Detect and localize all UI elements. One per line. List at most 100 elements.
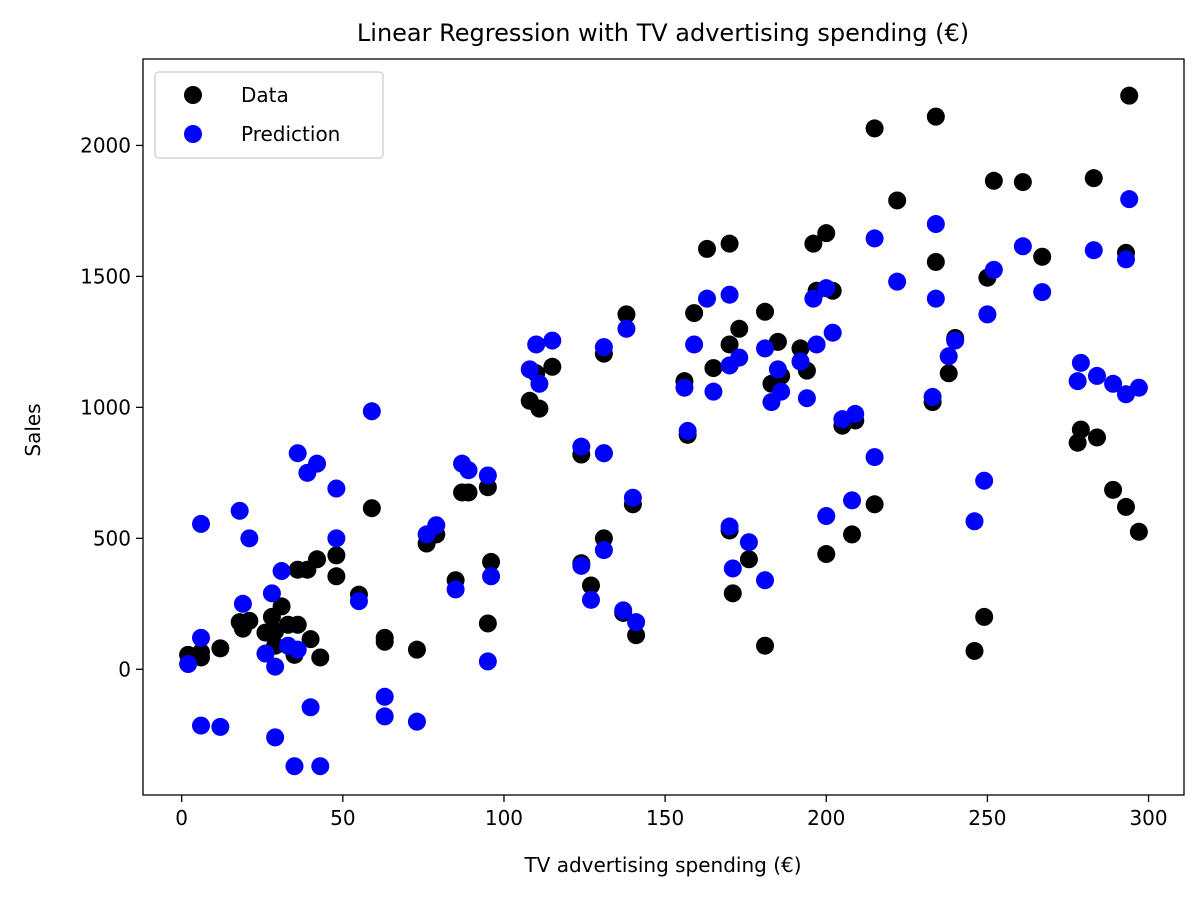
data-point bbox=[926, 252, 945, 271]
data-point bbox=[817, 224, 836, 243]
data-point bbox=[311, 648, 330, 667]
data-point bbox=[543, 357, 562, 376]
prediction-point bbox=[288, 444, 307, 463]
prediction-point bbox=[730, 348, 749, 367]
prediction-point bbox=[530, 374, 549, 393]
prediction-point bbox=[543, 331, 562, 350]
prediction-point bbox=[240, 529, 259, 548]
prediction-point bbox=[807, 335, 826, 354]
prediction-point bbox=[478, 652, 497, 671]
prediction-point bbox=[594, 541, 613, 560]
data-point bbox=[1116, 497, 1135, 516]
data-point bbox=[301, 630, 320, 649]
data-point bbox=[617, 305, 636, 324]
prediction-point bbox=[926, 215, 945, 234]
prediction-point bbox=[211, 717, 230, 736]
data-point bbox=[984, 171, 1003, 190]
prediction-point bbox=[675, 378, 694, 397]
prediction-point bbox=[1084, 241, 1103, 260]
prediction-point bbox=[482, 567, 501, 586]
prediction-point bbox=[362, 402, 381, 421]
x-tick-label: 100 bbox=[485, 806, 523, 830]
prediction-point bbox=[704, 382, 723, 401]
y-axis-label: Sales bbox=[21, 403, 45, 456]
data-point bbox=[698, 239, 717, 258]
prediction-point bbox=[846, 404, 865, 423]
data-point bbox=[327, 546, 346, 565]
prediction-point bbox=[446, 580, 465, 599]
legend-box bbox=[154, 71, 384, 159]
legend-marker-prediction bbox=[184, 125, 202, 143]
prediction-point bbox=[720, 285, 739, 304]
data-point bbox=[865, 119, 884, 138]
prediction-point bbox=[1120, 190, 1139, 209]
prediction-point bbox=[594, 444, 613, 463]
legend-marker-data bbox=[184, 86, 202, 104]
axis-ticks: 0 50 100 150 200 250 300 0 500 1000 1500 2000 bbox=[80, 133, 1168, 830]
prediction-point bbox=[266, 728, 285, 747]
data-point bbox=[939, 364, 958, 383]
prediction-point bbox=[1116, 250, 1135, 269]
data-point bbox=[288, 615, 307, 634]
data-point bbox=[723, 584, 742, 603]
prediction-point bbox=[327, 479, 346, 498]
data-point bbox=[730, 319, 749, 338]
prediction-point bbox=[266, 657, 285, 676]
prediction-point bbox=[623, 488, 642, 507]
series-prediction bbox=[179, 190, 1148, 776]
prediction-point bbox=[308, 454, 327, 473]
prediction-point bbox=[375, 687, 394, 706]
prediction-point bbox=[888, 272, 907, 291]
legend-label-data: Data bbox=[241, 83, 289, 107]
prediction-point bbox=[230, 501, 249, 520]
prediction-point bbox=[288, 640, 307, 659]
data-point bbox=[478, 614, 497, 633]
prediction-point bbox=[594, 338, 613, 357]
prediction-point bbox=[791, 352, 810, 371]
prediction-point bbox=[1129, 378, 1148, 397]
data-point bbox=[240, 611, 259, 630]
prediction-point bbox=[1087, 366, 1106, 385]
data-point bbox=[720, 335, 739, 354]
x-tick-label: 150 bbox=[646, 806, 684, 830]
data-point bbox=[192, 643, 211, 662]
prediction-point bbox=[1071, 353, 1090, 372]
data-point bbox=[327, 567, 346, 586]
prediction-point bbox=[233, 594, 252, 613]
y-tick-label: 2000 bbox=[80, 133, 131, 157]
y-tick-label: 500 bbox=[93, 526, 131, 550]
prediction-point bbox=[192, 716, 211, 735]
prediction-point bbox=[768, 360, 787, 379]
prediction-point bbox=[520, 360, 539, 379]
y-tick-label: 1500 bbox=[80, 264, 131, 288]
prediction-point bbox=[272, 562, 291, 581]
prediction-point bbox=[301, 698, 320, 717]
prediction-point bbox=[843, 491, 862, 510]
prediction-point bbox=[685, 335, 704, 354]
prediction-point bbox=[614, 601, 633, 620]
prediction-point bbox=[527, 335, 546, 354]
plot-points bbox=[179, 86, 1148, 776]
prediction-point bbox=[797, 389, 816, 408]
data-point bbox=[362, 499, 381, 518]
data-point bbox=[1129, 522, 1148, 541]
prediction-point bbox=[427, 516, 446, 535]
data-point bbox=[459, 483, 478, 502]
prediction-point bbox=[1013, 237, 1032, 256]
prediction-point bbox=[256, 644, 275, 663]
prediction-point bbox=[756, 571, 775, 590]
prediction-point bbox=[375, 707, 394, 726]
prediction-point bbox=[817, 279, 836, 298]
prediction-point bbox=[327, 529, 346, 548]
data-point bbox=[756, 636, 775, 655]
data-point bbox=[791, 339, 810, 358]
prediction-point bbox=[946, 331, 965, 350]
prediction-point bbox=[285, 757, 304, 776]
data-point bbox=[1084, 169, 1103, 188]
prediction-point bbox=[179, 655, 198, 674]
prediction-point bbox=[572, 437, 591, 456]
data-point bbox=[926, 107, 945, 126]
prediction-point bbox=[965, 512, 984, 531]
data-point bbox=[817, 545, 836, 564]
